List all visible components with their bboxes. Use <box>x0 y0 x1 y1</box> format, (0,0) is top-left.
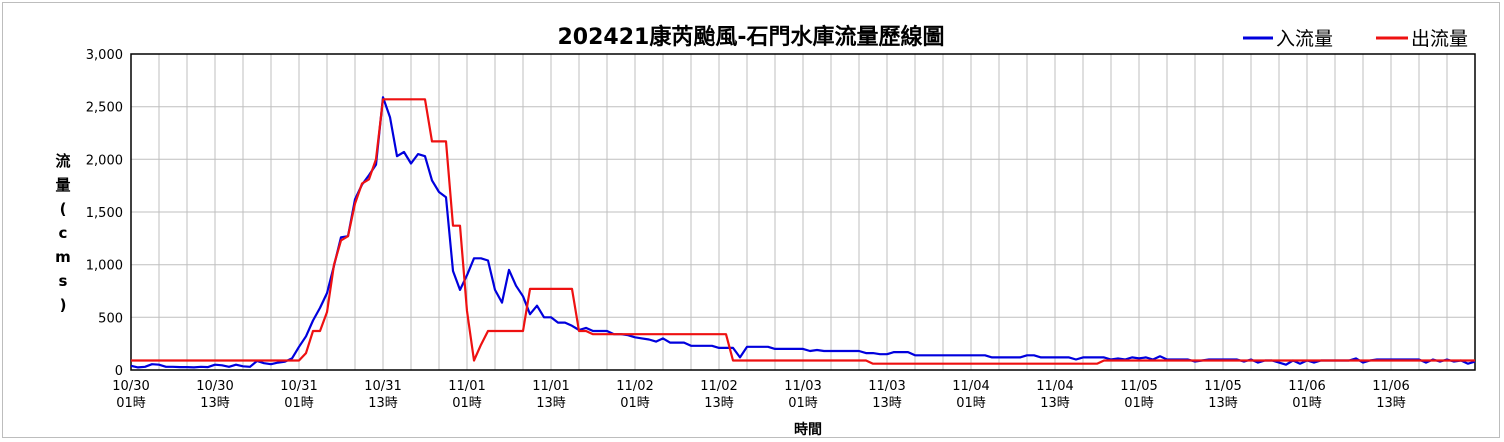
y-axis-label-char: ( <box>60 200 67 218</box>
x-axis-tick-labels: 10/30 01時 10/30 13時 10/31 01時 10/31 13時 11/01 01時… <box>112 379 1409 411</box>
x-tick-date-label: 10/30 <box>196 379 233 394</box>
x-tick-time-label: 01時 <box>956 396 986 411</box>
gridlines <box>131 54 1475 370</box>
series-layer <box>130 96 1476 369</box>
x-tick-time-label: 13時 <box>1208 396 1238 411</box>
x-tick-date-label: 11/05 <box>1204 379 1241 394</box>
y-axis-label-char: c <box>59 224 68 242</box>
y-axis-tick-labels: 0 500 1,000 1,500 2,000 2,500 3,000 <box>86 48 123 379</box>
legend-label-inflow: 入流量 <box>1276 28 1333 50</box>
x-tick-time-label: 01時 <box>452 396 482 411</box>
y-tick-label: 3,000 <box>86 48 123 63</box>
y-tick-label: 0 <box>115 364 123 379</box>
x-tick-date-label: 11/06 <box>1288 379 1325 394</box>
x-tick-date-label: 11/04 <box>1036 379 1073 394</box>
y-tick-label: 1,500 <box>86 206 123 221</box>
x-tick-time-label: 13時 <box>704 396 734 411</box>
x-axis-label: 時間 <box>794 421 822 438</box>
legend: 入流量 出流量 <box>1243 28 1468 50</box>
y-axis-label: 流量 ( cms) <box>55 152 71 314</box>
chart-title: 202421康芮颱風-石門水庫流量歷線圖 <box>558 24 945 50</box>
x-tick-time-label: 01時 <box>620 396 650 411</box>
y-tick-label: 1,000 <box>86 259 123 274</box>
plot-area <box>130 53 1476 371</box>
x-tick-date-label: 11/01 <box>448 379 485 394</box>
y-tick-label: 500 <box>98 311 123 326</box>
legend-label-outflow: 出流量 <box>1411 28 1468 50</box>
x-tick-time-label: 13時 <box>200 396 230 411</box>
x-tick-date-label: 11/01 <box>532 379 569 394</box>
x-tick-time-label: 01時 <box>116 396 146 411</box>
x-tick-time-label: 01時 <box>788 396 818 411</box>
outflow-series-line <box>131 98 1475 365</box>
y-axis-label-char: 流 <box>55 152 70 170</box>
x-tick-date-label: 11/03 <box>784 379 821 394</box>
x-tick-time-label: 01時 <box>1124 396 1154 411</box>
x-tick-date-label: 11/04 <box>952 379 989 394</box>
y-tick-label: 2,000 <box>86 153 123 168</box>
x-tick-date-label: 11/06 <box>1372 379 1409 394</box>
x-tick-time-label: 13時 <box>536 396 566 411</box>
x-tick-date-label: 10/30 <box>112 379 149 394</box>
x-tick-time-label: 13時 <box>368 396 398 411</box>
x-tick-time-label: 01時 <box>284 396 314 411</box>
y-axis-label-char: m <box>55 248 71 266</box>
x-tick-time-label: 13時 <box>872 396 902 411</box>
x-tick-time-label: 13時 <box>1040 396 1070 411</box>
x-tick-date-label: 11/05 <box>1120 379 1157 394</box>
x-tick-time-label: 01時 <box>1292 396 1322 411</box>
x-tick-date-label: 10/31 <box>364 379 401 394</box>
x-tick-date-label: 11/02 <box>700 379 737 394</box>
x-tick-date-label: 11/02 <box>616 379 653 394</box>
y-axis-label-char: 量 <box>55 176 70 194</box>
x-tick-date-label: 11/03 <box>868 379 905 394</box>
y-tick-label: 2,500 <box>86 101 123 116</box>
x-tick-date-label: 10/31 <box>280 379 317 394</box>
y-axis-label-char: ) <box>60 296 67 314</box>
x-tick-time-label: 13時 <box>1376 396 1406 411</box>
y-axis-label-char: s <box>59 272 68 290</box>
